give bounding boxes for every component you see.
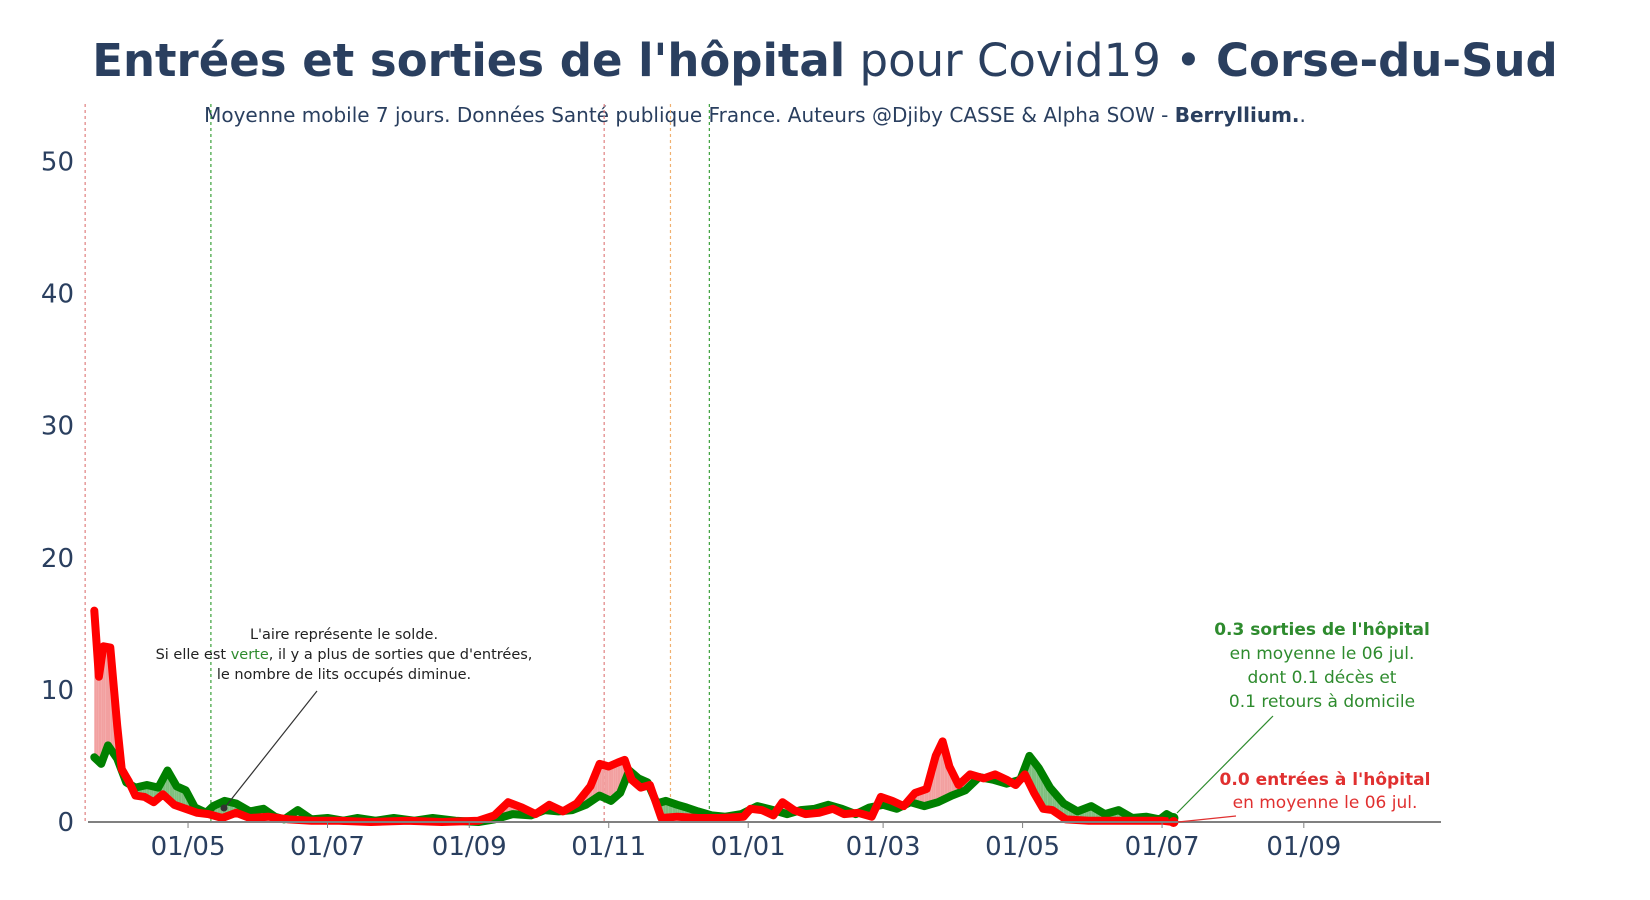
chart-subtitle: Moyenne mobile 7 jours. Données Santé pu… xyxy=(204,103,1306,127)
x-tick-label: 01/09 xyxy=(1266,832,1341,862)
area-annotation-line3: le nombre de lits occupés diminue. xyxy=(217,667,471,683)
vertical-markers xyxy=(84,104,710,822)
balance-area-entries xyxy=(601,764,605,798)
subtitle-brand: Berryllium. xyxy=(1175,103,1300,127)
area-annotation-line2: Si elle est verte, il y a plus de sortie… xyxy=(156,647,533,663)
area-annotation-line2-before: Si elle est xyxy=(156,647,231,663)
y-tick-label: 30 xyxy=(41,412,74,442)
exits-annotation: 0.3 sorties de l'hôpital en moyenne le 0… xyxy=(1176,620,1430,814)
y-tick-label: 40 xyxy=(41,280,74,310)
x-tick-label: 01/01 xyxy=(711,832,786,862)
x-tick-label: 01/07 xyxy=(1125,832,1200,862)
balance-area-entries xyxy=(105,646,109,752)
balance-area-entries xyxy=(940,741,943,802)
axes: 0 10 20 30 40 50 01/05 01/07 01/09 01/11 01/01 01/0… xyxy=(41,147,1441,862)
balance-area-entries xyxy=(608,765,612,801)
balance-area-entries xyxy=(98,661,102,764)
exits-annotation-line3: dont 0.1 décès et xyxy=(1248,668,1397,688)
exits-annotation-arrow xyxy=(1176,715,1274,814)
y-tick-label: 0 xyxy=(57,808,74,838)
balance-area-entries xyxy=(613,763,616,799)
balance-area-entries xyxy=(606,765,609,800)
series-lines xyxy=(90,606,1179,827)
y-tick-label: 50 xyxy=(41,147,74,177)
entries-annotation-line1: 0.0 entrées à l'hôpital xyxy=(1220,770,1431,790)
exits-annotation-line1: 0.3 sorties de l'hôpital xyxy=(1214,620,1430,640)
area-annotation-arrow-head xyxy=(220,804,228,812)
title-normal-part: pour Covid19 • xyxy=(845,34,1216,87)
subtitle-end: . xyxy=(1300,103,1306,127)
title-bold-part: Entrées et sorties de l'hôpital xyxy=(92,34,845,87)
area-annotation: L'aire représente le solde. Si elle est … xyxy=(156,627,533,812)
balance-area-entries xyxy=(615,762,618,797)
y-tick-label: 10 xyxy=(41,676,74,706)
area-annotation-line2-after: , il y a plus de sorties que d'entrées, xyxy=(269,647,533,663)
chart-title: Entrées et sorties de l'hôpital pour Cov… xyxy=(92,34,1557,87)
title-region: Corse-du-Sud xyxy=(1216,34,1558,87)
exits-annotation-line4: 0.1 retours à domicile xyxy=(1229,692,1415,712)
x-tick-label: 01/09 xyxy=(432,832,507,862)
area-annotation-arrow xyxy=(225,690,318,807)
entries-annotation-arrow xyxy=(1177,815,1237,823)
y-tick-label: 20 xyxy=(41,544,74,574)
balance-area-entries xyxy=(611,764,614,801)
entries-annotation: 0.0 entrées à l'hôpital en moyenne le 06… xyxy=(1177,770,1431,823)
x-tick-label: 01/05 xyxy=(985,832,1060,862)
x-tick-label: 01/11 xyxy=(571,832,646,862)
x-tick-label: 01/07 xyxy=(290,832,365,862)
entries-annotation-line2: en moyenne le 06 jul. xyxy=(1233,793,1418,813)
area-annotation-green-word: verte xyxy=(231,647,269,663)
area-annotation-line1: L'aire représente le solde. xyxy=(250,627,438,643)
x-tick-label: 01/05 xyxy=(151,832,226,862)
subtitle-text: Moyenne mobile 7 jours. Données Santé pu… xyxy=(204,103,1175,127)
exits-annotation-line2: en moyenne le 06 jul. xyxy=(1230,644,1415,664)
x-tick-label: 01/03 xyxy=(846,832,921,862)
balance-area-entries xyxy=(604,765,607,799)
balance-area-entries xyxy=(103,646,106,758)
